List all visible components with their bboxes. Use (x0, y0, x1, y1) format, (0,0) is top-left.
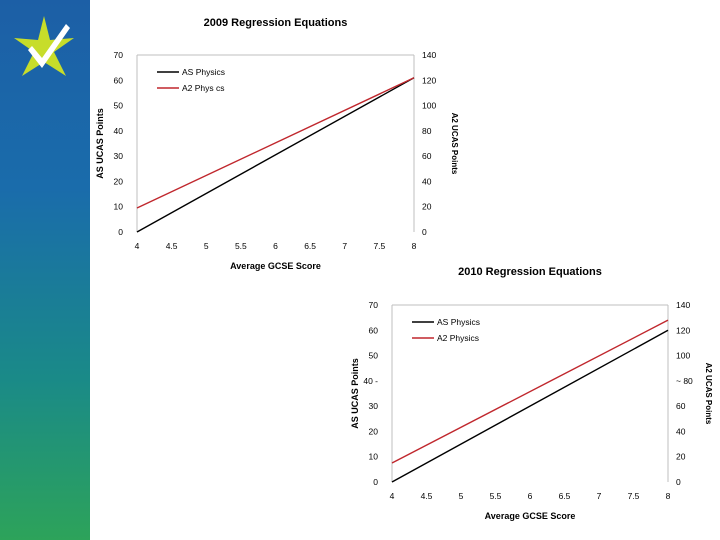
y2-tick-label: 60 (422, 151, 432, 161)
y2-tick-label: 40 (676, 426, 686, 436)
y-tick-label: 10 (114, 202, 124, 212)
series-line-a2-physics (391, 319, 669, 464)
legend-label: A2 Phys cs (182, 83, 225, 93)
y2-tick-label: 0 (422, 227, 427, 237)
x-tick-label: 4 (390, 491, 395, 501)
x-tick-label: 4.5 (166, 241, 178, 251)
x-axis-label: Average GCSE Score (230, 261, 321, 271)
x-tick-label: 4 (135, 241, 140, 251)
y-tick-label: 50 (114, 101, 124, 111)
star-logo-icon (14, 16, 74, 76)
x-tick-label: 6 (528, 491, 533, 501)
y-tick-label: 70 (114, 50, 124, 60)
series-line-as-physics (136, 77, 415, 233)
y2-tick-label: 60 (676, 401, 686, 411)
y-tick-label: 0 (118, 227, 123, 237)
y-axis-label: AS UCAS Points (350, 358, 360, 429)
x-tick-label: 4.5 (421, 491, 433, 501)
y2-tick-label: 20 (422, 202, 432, 212)
logo-star-shape (14, 16, 74, 76)
y2-tick-label: ~ 80 (676, 376, 693, 386)
x-tick-label: 7 (342, 241, 347, 251)
y2-tick-label: 80 (422, 126, 432, 136)
y-tick-label: 60 (369, 325, 379, 335)
chart-title: 2009 Regression Equations (204, 17, 348, 29)
chart-title: 2010 Regression Equations (458, 266, 602, 278)
y2-tick-label: 120 (676, 325, 690, 335)
x-tick-label: 6 (273, 241, 278, 251)
x-tick-label: 7 (597, 491, 602, 501)
series-line-a2-phys-cs (136, 77, 415, 209)
x-tick-label: 8 (666, 491, 671, 501)
x-tick-label: 5 (459, 491, 464, 501)
y-tick-label: 30 (369, 401, 379, 411)
legend-label: AS Physics (437, 317, 480, 327)
y2-tick-label: 40 (422, 176, 432, 186)
y2-tick-label: 100 (676, 351, 690, 361)
x-tick-label: 7.5 (628, 491, 640, 501)
legend-label: A2 Physics (437, 333, 479, 343)
x-tick-label: 6.5 (559, 491, 571, 501)
y-tick-label: 30 (114, 151, 124, 161)
y-tick-label: 70 (369, 300, 379, 310)
x-tick-label: 8 (412, 241, 417, 251)
y-tick-label: 0 (373, 477, 378, 487)
y2-tick-label: 140 (676, 300, 690, 310)
x-axis-label: Average GCSE Score (485, 511, 576, 521)
y2-tick-label: 120 (422, 75, 436, 85)
y-tick-label: 20 (114, 176, 124, 186)
y2-tick-label: 140 (422, 50, 436, 60)
y-tick-label: 40 - (363, 376, 378, 386)
x-tick-label: 7.5 (373, 241, 385, 251)
x-tick-label: 5 (204, 241, 209, 251)
y2-tick-label: 0 (676, 477, 681, 487)
y-axis-label: AS UCAS Points (95, 108, 105, 179)
sidebar-band (0, 0, 90, 540)
x-tick-label: 6.5 (304, 241, 316, 251)
y-tick-label: 10 (369, 452, 379, 462)
y2-tick-label: 20 (676, 452, 686, 462)
chart-2009: 2009 Regression Equations010203040506070… (95, 17, 459, 271)
x-tick-label: 5.5 (235, 241, 247, 251)
x-tick-label: 5.5 (490, 491, 502, 501)
y2-axis-label: A2 UCAS Points (450, 113, 459, 175)
y-tick-label: 20 (369, 426, 379, 436)
y-tick-label: 60 (114, 75, 124, 85)
y2-tick-label: 100 (422, 101, 436, 111)
y-tick-label: 40 (114, 126, 124, 136)
y2-axis-label: A2 UCAS Points (704, 363, 713, 425)
logo-check-shape (28, 24, 70, 68)
legend-label: AS Physics (182, 67, 225, 77)
series-line-as-physics (391, 329, 669, 483)
y-tick-label: 50 (369, 351, 379, 361)
